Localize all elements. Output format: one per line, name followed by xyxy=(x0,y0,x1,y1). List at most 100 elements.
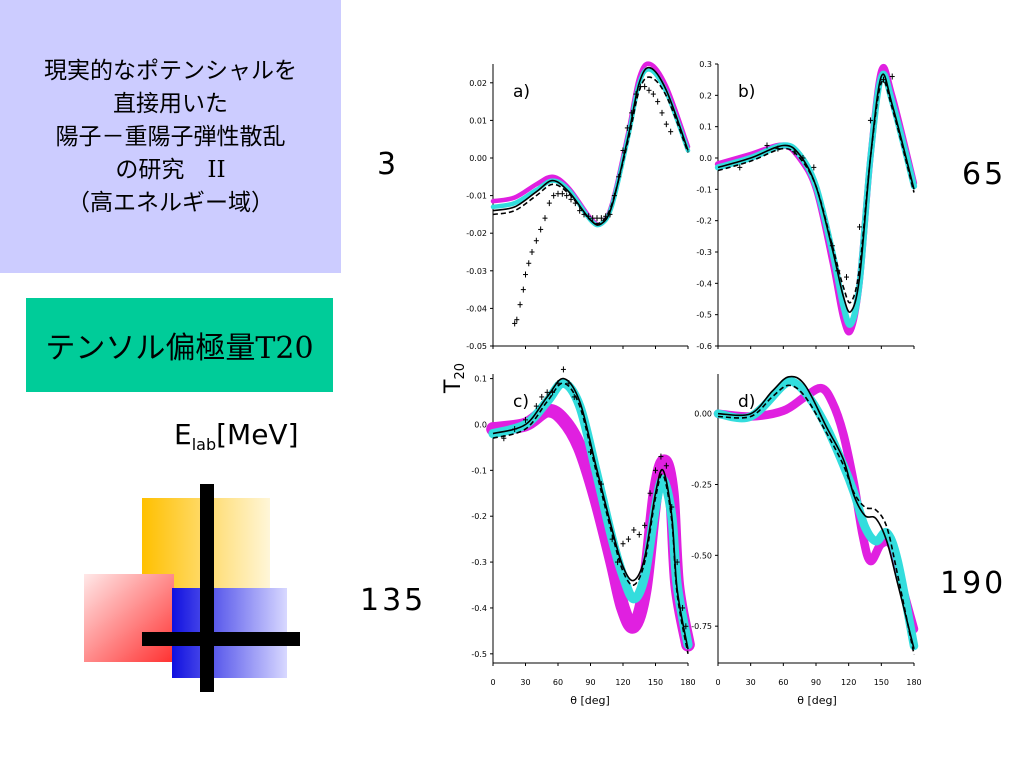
y-tick-label: -0.4 xyxy=(471,604,487,613)
x-tick-label: 150 xyxy=(648,678,663,687)
data-point xyxy=(642,522,648,529)
data-point xyxy=(539,393,545,400)
y-tick-label: 0.0 xyxy=(699,154,712,163)
data-point xyxy=(566,380,572,387)
data-point xyxy=(775,145,781,152)
y-tick-label: 0.00 xyxy=(694,410,712,419)
t20-figure: T20 0.020.010.00-0.01-0.02-0.03-0.04-0.0… xyxy=(441,60,922,707)
data-point xyxy=(588,448,593,455)
title-line-2: 直接用いた xyxy=(113,91,228,117)
title-line-5: （高エネルギー域） xyxy=(67,190,274,216)
data-point xyxy=(526,260,532,267)
data-point xyxy=(598,215,604,222)
magenta-band-series xyxy=(713,383,919,634)
solid-line-series xyxy=(717,73,915,313)
data-point xyxy=(564,192,570,199)
title-line-1: 現実的なポテンシャルを xyxy=(44,58,297,84)
data-point xyxy=(680,604,686,611)
data-point xyxy=(555,190,561,197)
data-point xyxy=(517,301,523,308)
data-point xyxy=(881,76,887,83)
data-point xyxy=(625,536,631,543)
y-tick-label: 0.3 xyxy=(699,60,712,69)
energy-label-190: 190 xyxy=(940,566,1007,601)
data-point xyxy=(523,416,528,423)
elab-unit: [MeV] xyxy=(216,418,299,451)
data-point xyxy=(529,249,535,255)
data-point xyxy=(857,223,863,230)
elab-label: Elab[MeV] xyxy=(174,418,299,454)
data-point xyxy=(590,215,596,222)
y-tick-label: 0.1 xyxy=(474,375,487,384)
data-point xyxy=(544,389,550,396)
data-point xyxy=(633,91,639,98)
data-point xyxy=(800,155,806,161)
data-point xyxy=(581,211,587,218)
y-tick-label: -0.3 xyxy=(696,248,712,257)
tensor-polarization-label-box: テンソル偏極量T20 xyxy=(26,298,333,392)
data-point xyxy=(585,213,591,220)
data-point xyxy=(631,526,637,533)
data-point xyxy=(653,467,658,474)
y-tick-label: -0.6 xyxy=(696,342,712,351)
x-tick-label: 30 xyxy=(746,678,756,687)
y-tick-label: 0.00 xyxy=(469,154,487,163)
data-point xyxy=(607,211,613,218)
data-point xyxy=(829,242,835,249)
y-tick-label: -0.1 xyxy=(696,185,712,194)
horizontal-bar xyxy=(142,632,300,646)
data-point xyxy=(512,426,518,433)
y-tick-label: 0.1 xyxy=(699,123,712,132)
data-point xyxy=(598,481,604,488)
panel-label: c) xyxy=(513,392,529,412)
data-point xyxy=(889,73,895,80)
x-tick-label: 150 xyxy=(874,678,889,687)
dashed-line-series xyxy=(717,384,915,655)
data-point xyxy=(512,320,518,327)
x-tick-label: 120 xyxy=(841,678,856,687)
x-tick-label: 90 xyxy=(811,678,821,687)
data-point xyxy=(609,536,615,543)
data-point xyxy=(542,215,548,222)
data-point xyxy=(791,148,797,155)
y-tick-label: -0.03 xyxy=(466,267,487,276)
y-tick-label: -0.3 xyxy=(471,558,487,567)
data-point xyxy=(674,559,680,566)
energy-label-3: 3 xyxy=(377,147,400,182)
panel-b: 0.3 0.2 0.1 0.0 -0.1 -0.2 -0.3 -0.4 -0.5 -0.6 b) xyxy=(696,60,918,351)
y-tick-label: -0.1 xyxy=(471,466,487,475)
data-point xyxy=(642,83,648,90)
tensor-polarization-label: テンソル偏極量T20 xyxy=(45,331,314,366)
panel-d: 0.00 -0.25 -0.50 -0.75 0 30 60 90 120 150 180 d) xyxy=(691,374,922,687)
y-tick-label: -0.75 xyxy=(691,622,712,631)
data-point xyxy=(559,190,565,197)
y-tick-label: -0.5 xyxy=(696,311,712,320)
data-point xyxy=(551,192,557,199)
data-point xyxy=(683,623,689,630)
y-tick-label: -0.2 xyxy=(471,512,487,521)
data-point xyxy=(577,207,583,214)
data-point xyxy=(646,87,652,94)
solid-line-series xyxy=(492,66,689,226)
data-point xyxy=(835,267,841,274)
x-tick-label: 0 xyxy=(715,678,720,687)
data-point xyxy=(555,380,561,387)
title-line-3: 陽子－重陽子弾性散乱 xyxy=(55,124,286,150)
y-tick-label: 0.01 xyxy=(469,116,487,125)
y-tick-label: 0.02 xyxy=(469,79,487,88)
data-point xyxy=(533,237,539,244)
x-tick-label: 90 xyxy=(585,678,595,687)
data-point xyxy=(571,393,577,400)
data-point xyxy=(811,164,817,171)
data-point xyxy=(611,192,617,199)
data-point xyxy=(655,98,661,105)
y-tick-label: -0.04 xyxy=(466,304,487,313)
y-tick-label: 0.0 xyxy=(474,420,487,429)
data-point xyxy=(650,91,656,98)
magenta-band-series xyxy=(714,63,918,336)
y-tick-label: -0.02 xyxy=(466,229,487,238)
x-axis-label-right: θ [deg] xyxy=(797,694,837,707)
data-point xyxy=(603,213,609,220)
data-point xyxy=(663,462,669,469)
elab-subscript: lab xyxy=(191,435,217,454)
